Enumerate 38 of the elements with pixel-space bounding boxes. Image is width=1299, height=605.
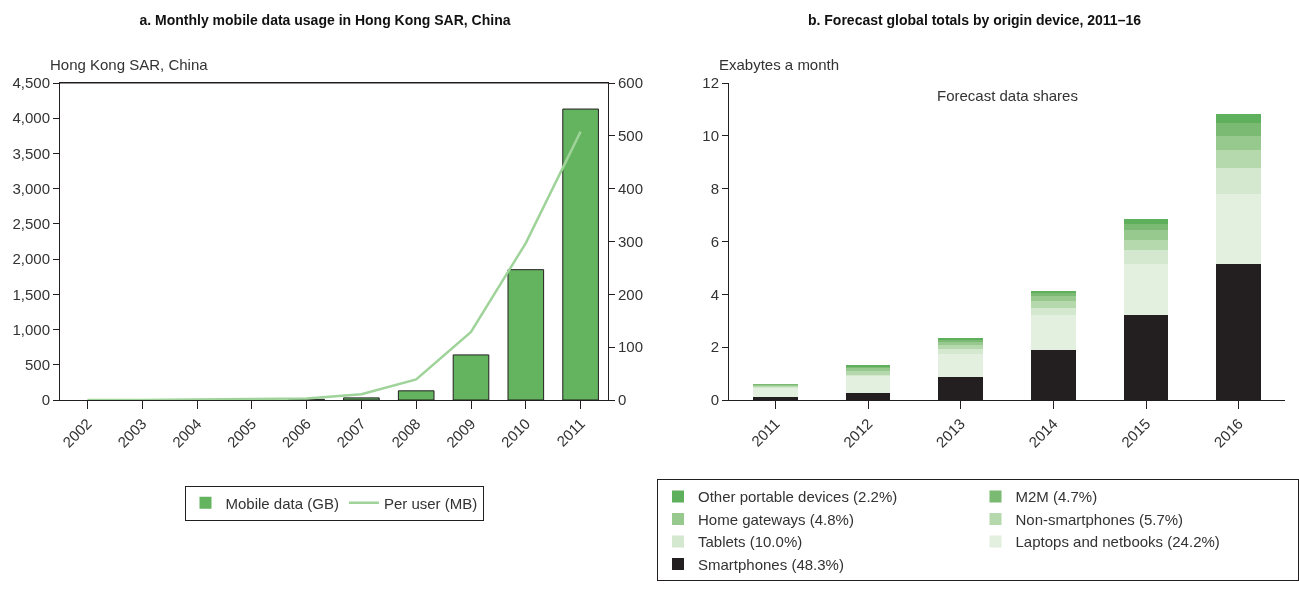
y-tick-label: 8 [710,179,719,197]
y-tick-label: 2 [710,338,719,356]
y-tick-label: 1,500 [12,285,50,303]
y-tick-label: 4,000 [12,109,50,127]
y-tick-label: 10 [702,127,719,145]
y-tick-label: 12 [702,74,719,92]
y-tick-label: 4 [710,285,719,303]
legend-label: Tablets (10.0%) [698,533,803,551]
y-tick-label: 0 [41,391,50,409]
y2-tick-label: 400 [618,179,644,197]
y-tick-label: 3,500 [12,144,50,162]
y-axis-title: Hong Kong SAR, China [50,56,209,73]
y2-tick-label: 500 [618,127,644,145]
y2-tick-label: 300 [618,232,644,250]
y2-tick-label: 0 [618,391,627,409]
chart-subtitle: Forecast data shares [937,87,1078,104]
legend-label: Other portable devices (2.2%) [698,488,898,506]
y-tick-label: 4,500 [12,74,50,92]
chart-title: b. Forecast global totals by origin device, 2011–16 [807,11,1142,28]
legend-label: Smartphones (48.3%) [698,555,844,573]
y-axis-title: Exabytes a month [719,56,840,73]
legend-label: Laptops and netbooks (24.2%) [1015,533,1220,551]
legend-label: Mobile data (GB) [225,494,339,512]
legend-label: Per user (MB) [383,494,478,512]
legend-label: Home gateways (4.8%) [698,510,854,528]
y2-tick-label: 200 [618,285,644,303]
y2-tick-label: 600 [618,74,644,92]
y-tick-label: 3,000 [12,179,50,197]
y-tick-label: 1,000 [12,320,50,338]
y2-tick-label: 100 [618,338,644,356]
chart-title: a. Monthly mobile data usage in Hong Kong SAR, China [139,11,511,28]
y-tick-label: 2,500 [12,215,50,233]
y-tick-label: 6 [710,232,719,250]
y-tick-label: 0 [710,391,719,409]
legend-label: Non-smartphones (5.7%) [1015,510,1184,528]
legend-label: M2M (4.7%) [1015,488,1098,506]
y-tick-label: 2,000 [12,250,50,268]
y-tick-label: 500 [24,356,50,374]
